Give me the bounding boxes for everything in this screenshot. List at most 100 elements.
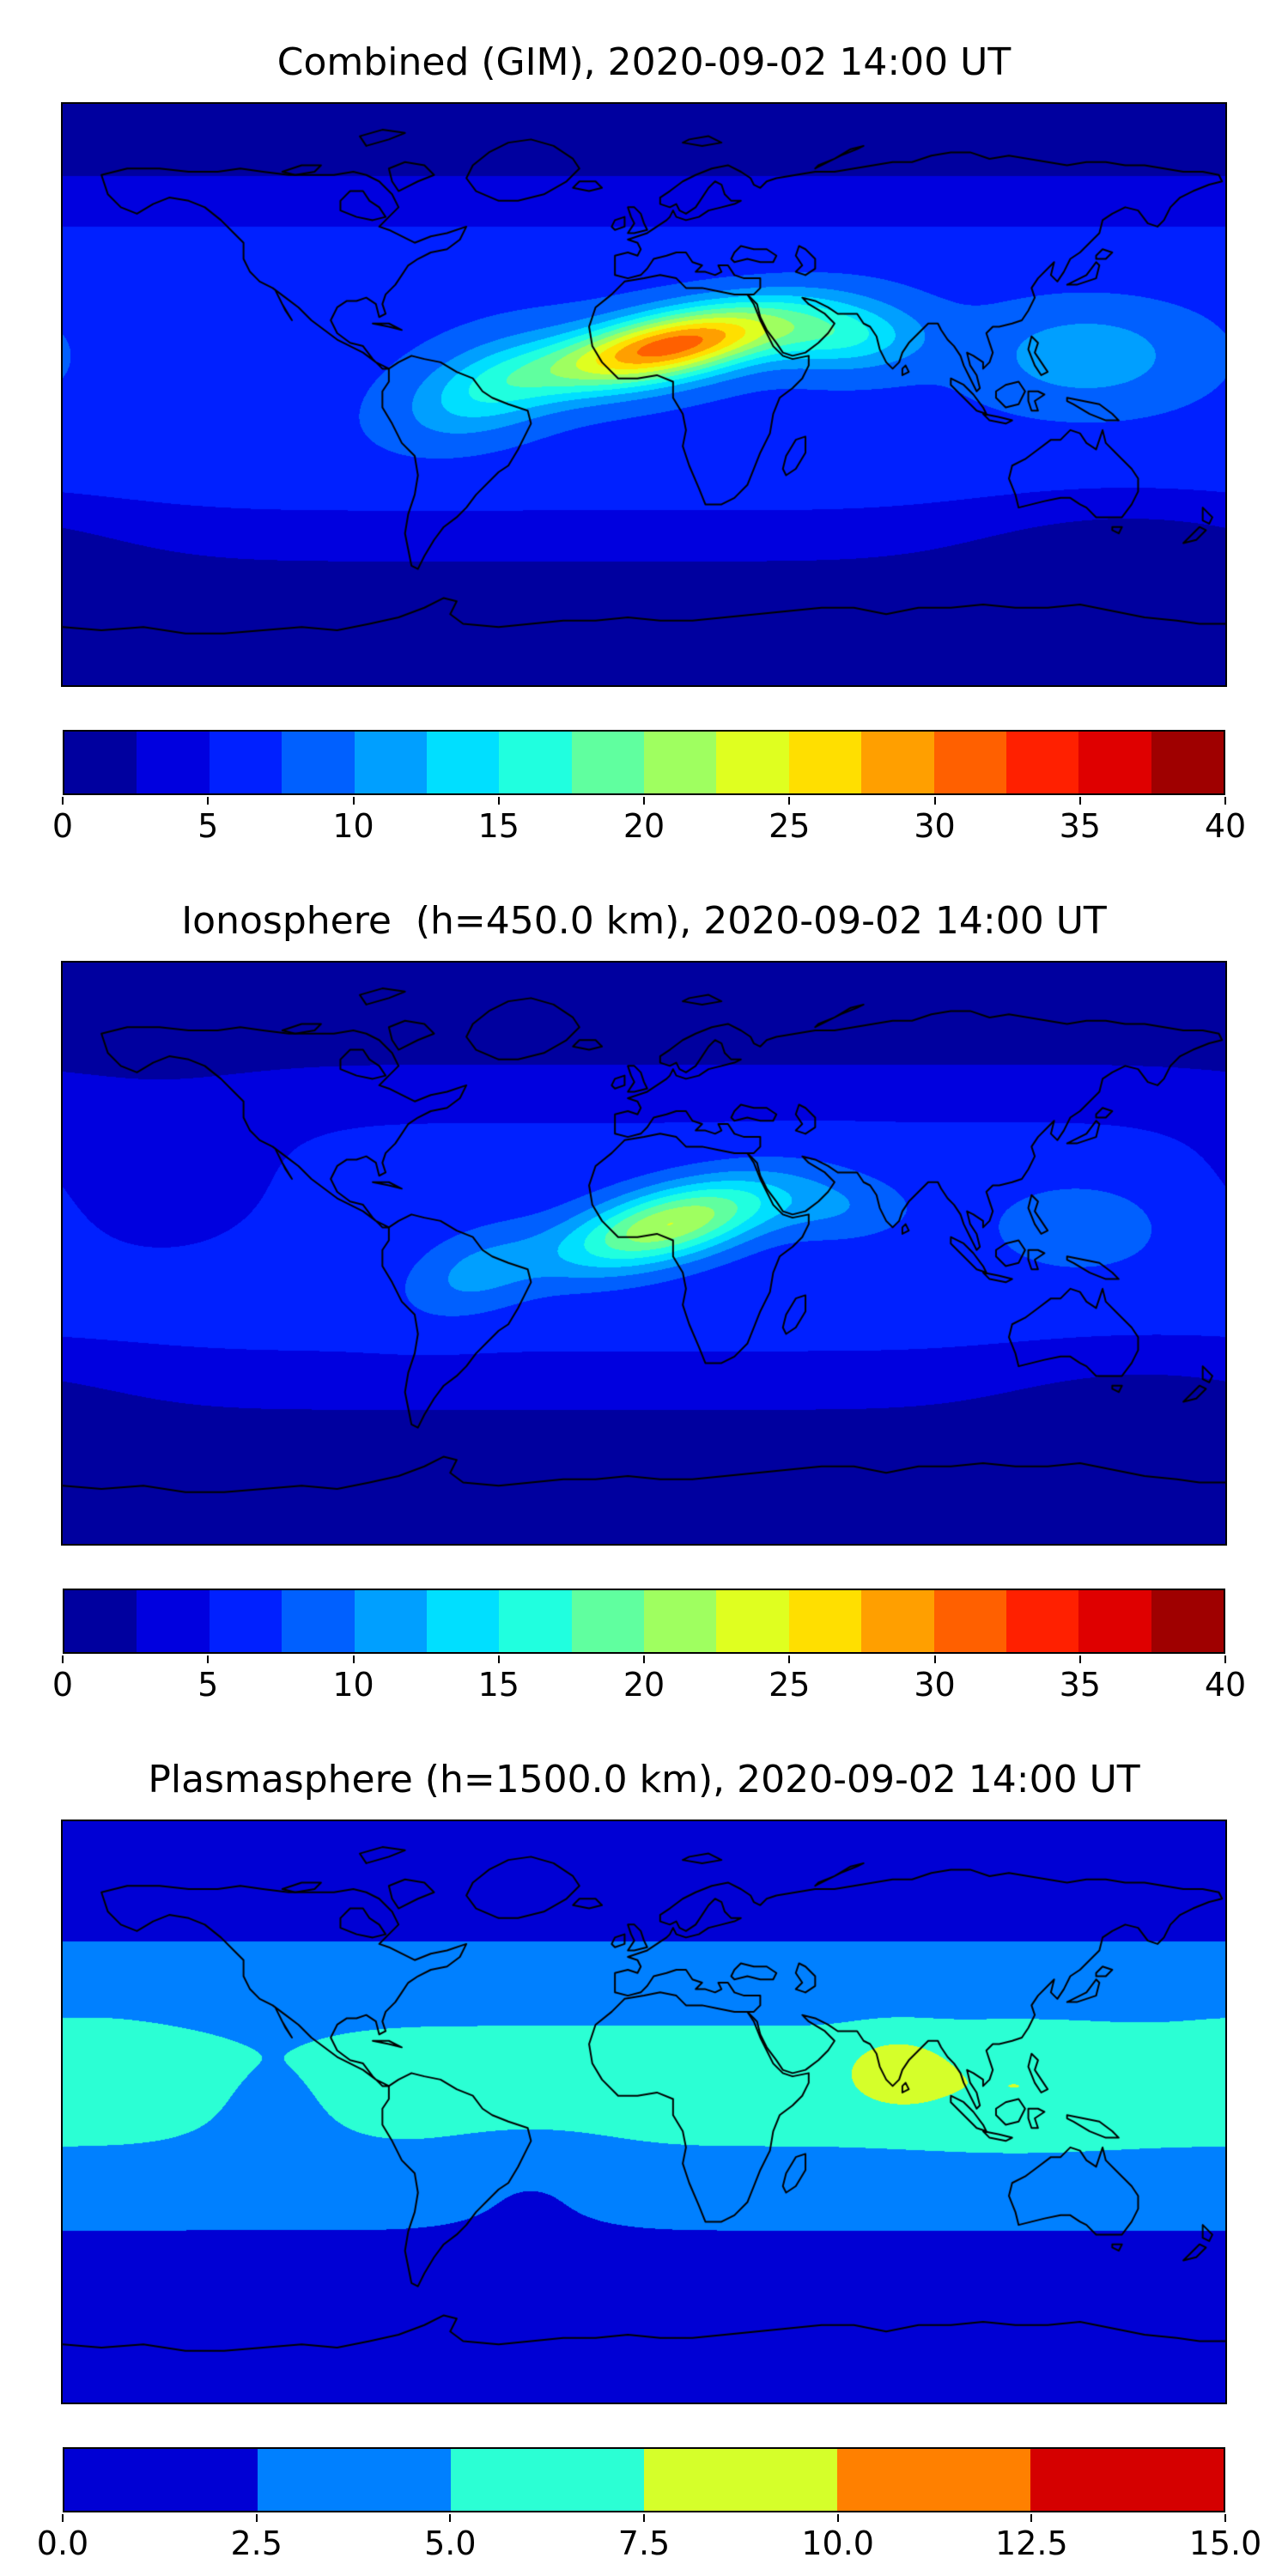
colorbar-tick-label: 35 — [1059, 1665, 1101, 1704]
colorbar-segment — [861, 731, 934, 793]
colorbar-plasmasphere: 0.0 2.5 5.0 7.5 10.0 12.5 15.0 — [37, 2446, 1262, 2573]
colorbar-segment — [282, 731, 355, 793]
colorbar-tick-label: 30 — [914, 1665, 956, 1704]
colorbar-swatches — [63, 1588, 1225, 1654]
colorbar-segment — [933, 1589, 1006, 1652]
colorbar-segment — [788, 1589, 862, 1652]
colorbar-tick-label: 5 — [197, 1665, 219, 1704]
colorbar-tick — [788, 796, 791, 805]
colorbar-segment — [1078, 731, 1151, 793]
panel-title-plasmasphere: Plasmasphere (h=1500.0 km), 2020-09-02 1… — [148, 1758, 1140, 1801]
colorbar-tick-label: 20 — [623, 806, 665, 845]
colorbar-segment — [571, 731, 644, 793]
colorbar-tick — [643, 1655, 645, 1663]
colorbar-tick — [933, 1655, 936, 1663]
colorbar-ionosphere: 0 5 10 15 20 25 30 35 40 — [52, 1588, 1246, 1714]
colorbar-segment — [1030, 2448, 1224, 2511]
colorbar-tick — [352, 1655, 355, 1663]
colorbar-segment — [644, 2448, 837, 2511]
colorbar-swatches — [63, 729, 1225, 795]
colorbar-tick-label: 30 — [914, 806, 956, 845]
world-map-plasmasphere — [61, 1819, 1227, 2404]
colorbar-tick-label: 5.0 — [424, 2524, 477, 2562]
colorbar-tick — [497, 1655, 500, 1663]
colorbar-labels: 0 5 10 15 20 25 30 35 40 — [52, 806, 1246, 855]
colorbar-segment — [644, 1589, 717, 1652]
panel-plasmasphere: Plasmasphere (h=1500.0 km), 2020-09-02 1… — [0, 1717, 1288, 2576]
colorbar-tick — [933, 796, 936, 805]
colorbar-tick-label: 2.5 — [230, 2524, 283, 2562]
colorbar-tick-label: 40 — [1204, 1665, 1247, 1704]
colorbar-labels: 0.0 2.5 5.0 7.5 10.0 12.5 15.0 — [37, 2524, 1262, 2573]
colorbar-segment — [426, 1589, 500, 1652]
colorbar-tick-label: 0 — [52, 1665, 74, 1704]
colorbar-tick-label: 7.5 — [617, 2524, 671, 2562]
colorbar-tick-label: 15 — [477, 1665, 519, 1704]
colorbar-segment — [1005, 1589, 1079, 1652]
colorbar-tick-label: 25 — [769, 1665, 811, 1704]
colorbar-tick — [1224, 1655, 1226, 1663]
colorbar-segment — [64, 2448, 258, 2511]
colorbar-tick — [62, 2513, 64, 2522]
colorbar-tick — [207, 1655, 210, 1663]
colorbar-segment — [64, 1589, 137, 1652]
colorbar-segment — [644, 731, 717, 793]
colorbar-tick — [1078, 1655, 1081, 1663]
colorbar-tick — [497, 796, 500, 805]
colorbar-segment — [716, 1589, 789, 1652]
world-map-ionosphere — [61, 960, 1227, 1546]
colorbar-segment — [258, 2448, 451, 2511]
colorbar-segment — [137, 731, 210, 793]
panel-ionosphere: Ionosphere (h=450.0 km), 2020-09-02 14:0… — [0, 859, 1288, 1717]
colorbar-tick — [643, 796, 645, 805]
colorbar-tick-label: 35 — [1059, 806, 1101, 845]
colorbar-tick — [352, 796, 355, 805]
colorbar-segment — [451, 2448, 644, 2511]
colorbar-segment — [354, 1589, 427, 1652]
colorbar-tick-label: 5 — [197, 806, 219, 845]
colorbar-tick — [788, 1655, 791, 1663]
colorbar-segment — [64, 731, 137, 793]
colorbar-tick-label: 25 — [769, 806, 811, 845]
colorbar-segment — [282, 1589, 355, 1652]
colorbar-tick-label: 12.5 — [995, 2524, 1068, 2562]
colorbar-segment — [788, 731, 862, 793]
colorbar-tick — [643, 2513, 645, 2522]
colorbar-tick — [1224, 2513, 1226, 2522]
colorbar-tick — [62, 1655, 64, 1663]
colorbar-tick — [836, 2513, 839, 2522]
colorbar-segment — [571, 1589, 644, 1652]
colorbar-segment — [933, 731, 1006, 793]
colorbar-segment — [209, 1589, 283, 1652]
panel-title-ionosphere: Ionosphere (h=450.0 km), 2020-09-02 14:0… — [181, 899, 1107, 943]
panel-combined-gim: Combined (GIM), 2020-09-02 14:00 UT 0 5 10… — [0, 0, 1288, 859]
colorbar-segment — [426, 731, 500, 793]
colorbar-labels: 0 5 10 15 20 25 30 35 40 — [52, 1665, 1246, 1714]
colorbar-segment — [137, 1589, 210, 1652]
colorbar-segment — [1078, 1589, 1151, 1652]
colorbar-combined: 0 5 10 15 20 25 30 35 40 — [52, 729, 1246, 855]
colorbar-tick — [1030, 2513, 1033, 2522]
colorbar-tick — [449, 2513, 452, 2522]
panel-title-combined: Combined (GIM), 2020-09-02 14:00 UT — [276, 40, 1012, 84]
colorbar-swatches — [63, 2446, 1225, 2512]
colorbar-tick-label: 0 — [52, 806, 74, 845]
colorbar-tick-label: 10.0 — [801, 2524, 874, 2562]
colorbar-tick-label: 15.0 — [1188, 2524, 1262, 2562]
colorbar-tick-label: 15 — [477, 806, 519, 845]
colorbar-tick-label: 10 — [332, 806, 374, 845]
colorbar-segment — [716, 731, 789, 793]
colorbar-segment — [1005, 731, 1079, 793]
colorbar-segment — [861, 1589, 934, 1652]
colorbar-segment — [499, 1589, 572, 1652]
colorbar-tick — [1078, 796, 1081, 805]
colorbar-tick-label: 40 — [1204, 806, 1247, 845]
colorbar-tick-label: 0.0 — [36, 2524, 89, 2562]
colorbar-segment — [209, 731, 283, 793]
colorbar-tick — [1224, 796, 1226, 805]
colorbar-tick-label: 20 — [623, 1665, 665, 1704]
colorbar-segment — [837, 2448, 1030, 2511]
colorbar-segment — [1151, 731, 1224, 793]
colorbar-tick-label: 10 — [332, 1665, 374, 1704]
colorbar-segment — [354, 731, 427, 793]
